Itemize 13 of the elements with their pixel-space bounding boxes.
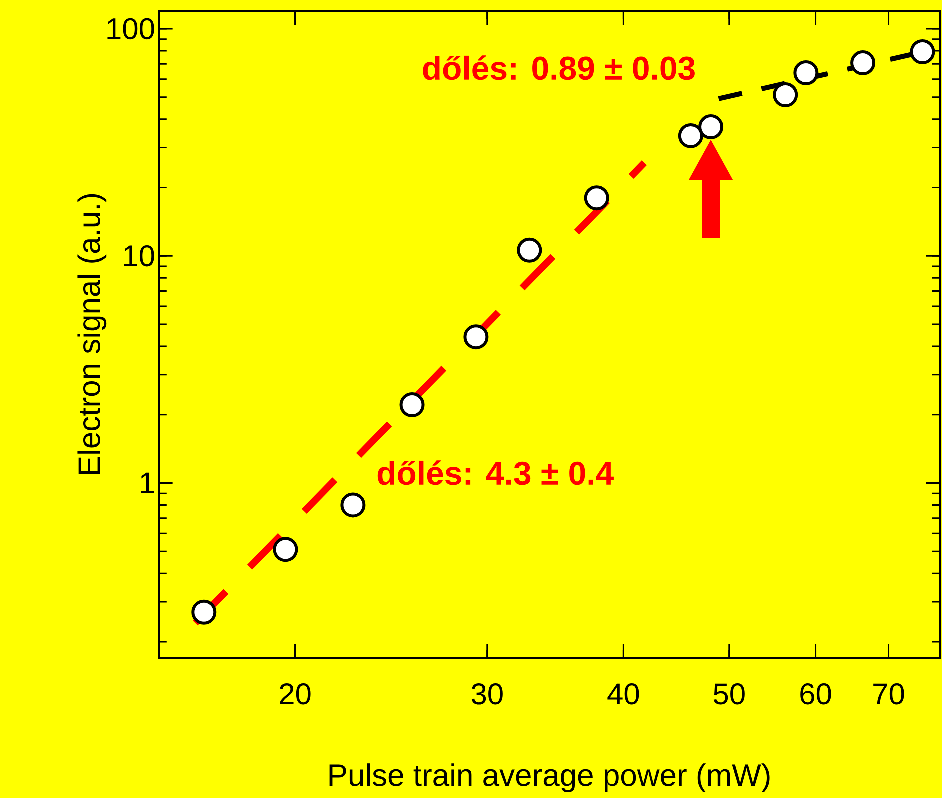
annotation: dőlés: 4.3 ± 0.4 [378, 460, 614, 486]
x-tick-label: 30 [472, 684, 503, 705]
x-tick-label: 60 [800, 684, 832, 705]
x-tick-label: 20 [280, 684, 311, 705]
y-axis-title: Electron signal (a.u.) [78, 194, 107, 474]
x-tick-label: 70 [874, 684, 904, 705]
y-tick-label: 100 [108, 18, 154, 40]
x-tick-label: 40 [608, 684, 640, 705]
x-axis-title: Pulse train average power (mW) [330, 764, 770, 793]
annotation: dőlés: 0.89 ± 0.03 [423, 56, 695, 80]
y-tick-label: 1 [141, 472, 154, 494]
x-tick-label: 50 [714, 684, 745, 705]
y-tick-label: 10 [124, 245, 154, 267]
